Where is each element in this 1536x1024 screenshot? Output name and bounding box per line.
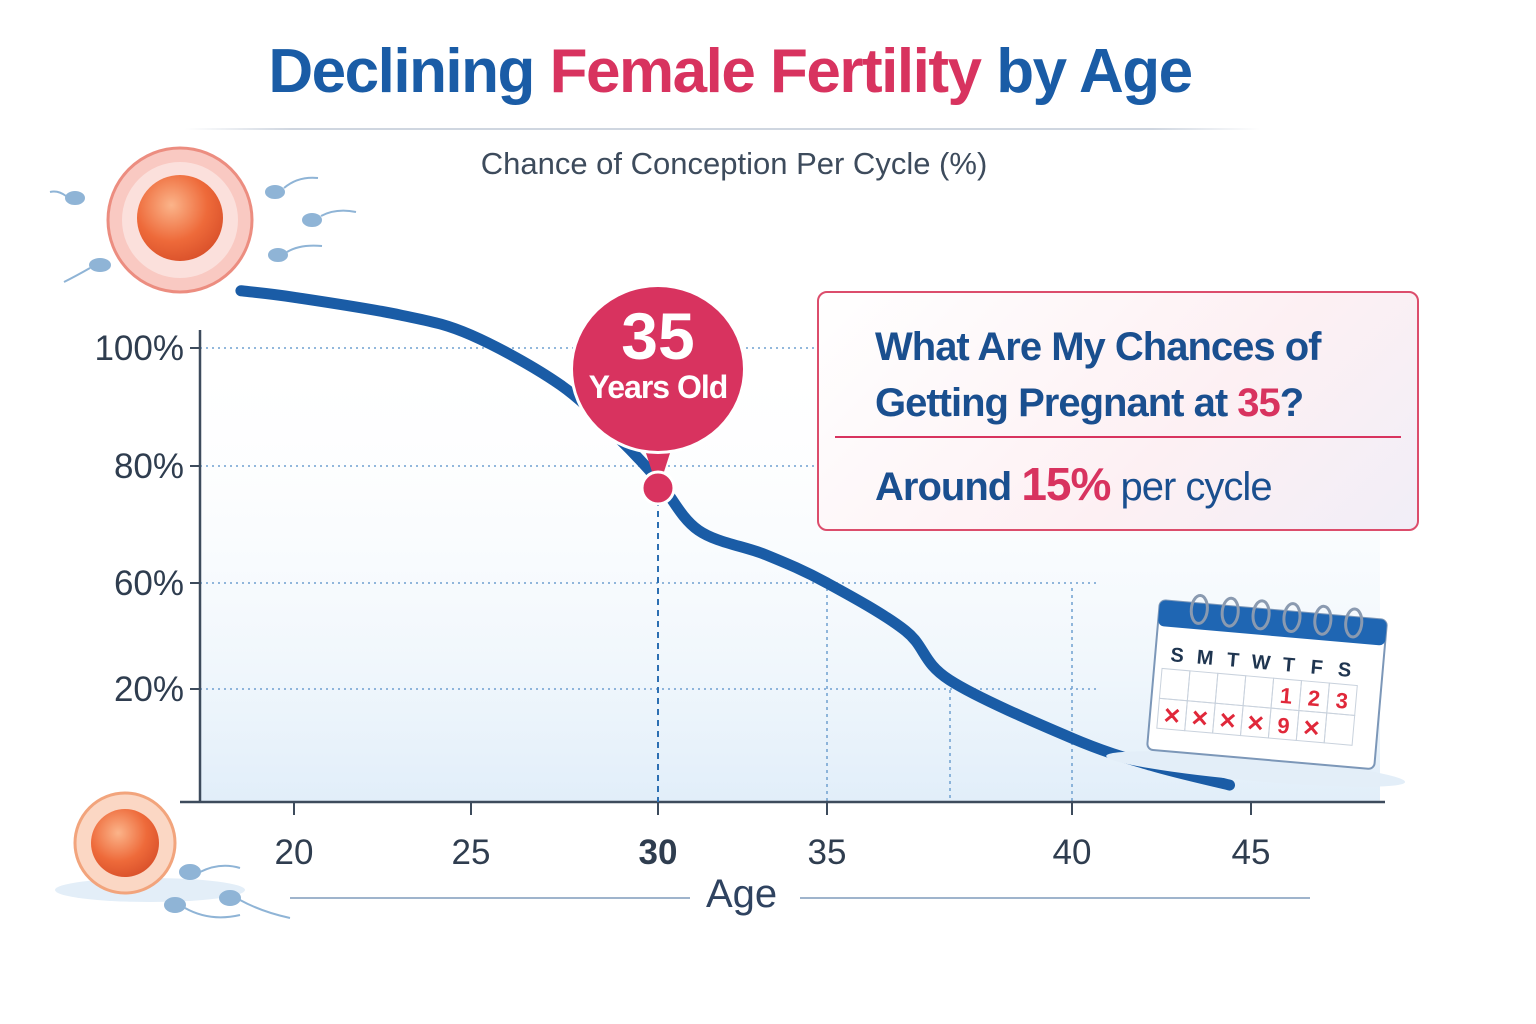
- marker-pin-dot: [640, 470, 676, 506]
- question-age: 35: [1237, 381, 1280, 425]
- age-35-marker-bubble: 35 Years Old: [570, 284, 746, 454]
- x-tick-label: 40: [1053, 833, 1092, 872]
- callout-divider: [835, 436, 1401, 438]
- chart-title: Declining Female Fertility by Age: [0, 36, 1460, 107]
- marker-label: Years Old: [588, 369, 729, 405]
- answer-value: 15%: [1021, 458, 1111, 510]
- egg-cell-icon: [55, 791, 245, 902]
- sperm-icon: [164, 864, 291, 919]
- calendar-ring: [1220, 596, 1240, 628]
- title-part1: Declining: [268, 37, 550, 106]
- y-tick-label: 80%: [114, 447, 184, 486]
- calendar-day-header: T: [1226, 649, 1240, 672]
- question-line1: What Are My Chances of: [875, 325, 1321, 369]
- y-tick-label: 100%: [94, 329, 184, 368]
- answer-suffix: per cycle: [1110, 465, 1273, 509]
- calendar-day-header: M: [1196, 646, 1215, 669]
- calendar-ring: [1344, 607, 1364, 639]
- calendar-ring: [1189, 593, 1209, 625]
- calendar-day-header: F: [1310, 656, 1324, 679]
- calendar-cell-mark: 2: [1307, 685, 1321, 711]
- y-tick-label: 20%: [114, 670, 184, 709]
- chart-subtitle: Chance of Conception Per Cycle (%): [480, 146, 988, 181]
- question-line2: Getting Pregnant at: [875, 381, 1238, 425]
- calendar-cell-mark: 1: [1279, 683, 1293, 709]
- y-tick-label: 60%: [114, 564, 184, 603]
- calendar-day-header: S: [1337, 659, 1352, 682]
- calendar-cell-mark: ✕: [1217, 708, 1238, 735]
- x-tick-label: 20: [275, 833, 314, 872]
- marker-pin-stem: [645, 450, 671, 478]
- callout-box: What Are My Chances of Getting Pregnant …: [817, 291, 1419, 531]
- title-part2: Female Fertility: [549, 37, 982, 106]
- calendar-cell-mark: ✕: [1190, 705, 1211, 732]
- x-axis-label: Age: [706, 872, 778, 916]
- answer-prefix: Around: [875, 465, 1022, 509]
- calendar-day-header: S: [1170, 644, 1185, 667]
- marker-number: 35: [621, 299, 695, 373]
- calendar-ring: [1251, 599, 1271, 631]
- x-tick-label: 35: [808, 833, 847, 872]
- egg-cell-icon: [106, 146, 254, 294]
- calendar-cell-mark: ✕: [1245, 710, 1266, 737]
- callout-question: What Are My Chances of Getting Pregnant …: [875, 319, 1321, 431]
- x-tick-label: 25: [452, 833, 491, 872]
- title-divider: [185, 128, 1260, 130]
- calendar-ring: [1282, 602, 1302, 634]
- sperm-icon: [49, 176, 357, 283]
- x-tick-label: 45: [1232, 833, 1271, 872]
- title-part3: by Age: [980, 37, 1193, 106]
- question-mark: ?: [1279, 381, 1304, 425]
- callout-answer: Around 15% per cycle: [875, 457, 1273, 511]
- calendar-icon: S M T W T F S1 2 3✕ ✕ ✕ ✕ 9 ✕: [1106, 593, 1406, 787]
- calendar-cell: [1323, 712, 1356, 746]
- calendar-cell-mark: ✕: [1301, 715, 1322, 742]
- x-tick-label: 30: [639, 833, 678, 872]
- calendar-day-header: T: [1282, 654, 1296, 677]
- calendar-cell-mark: 3: [1335, 688, 1349, 714]
- fertility-curve: [235, 285, 1236, 791]
- calendar-cell-mark: 9: [1276, 713, 1290, 739]
- calendar-cell-mark: ✕: [1162, 703, 1183, 730]
- calendar-ring: [1313, 604, 1333, 636]
- calendar-day-header: W: [1251, 651, 1272, 675]
